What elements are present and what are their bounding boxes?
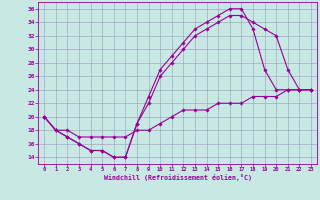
X-axis label: Windchill (Refroidissement éolien,°C): Windchill (Refroidissement éolien,°C) <box>104 174 252 181</box>
